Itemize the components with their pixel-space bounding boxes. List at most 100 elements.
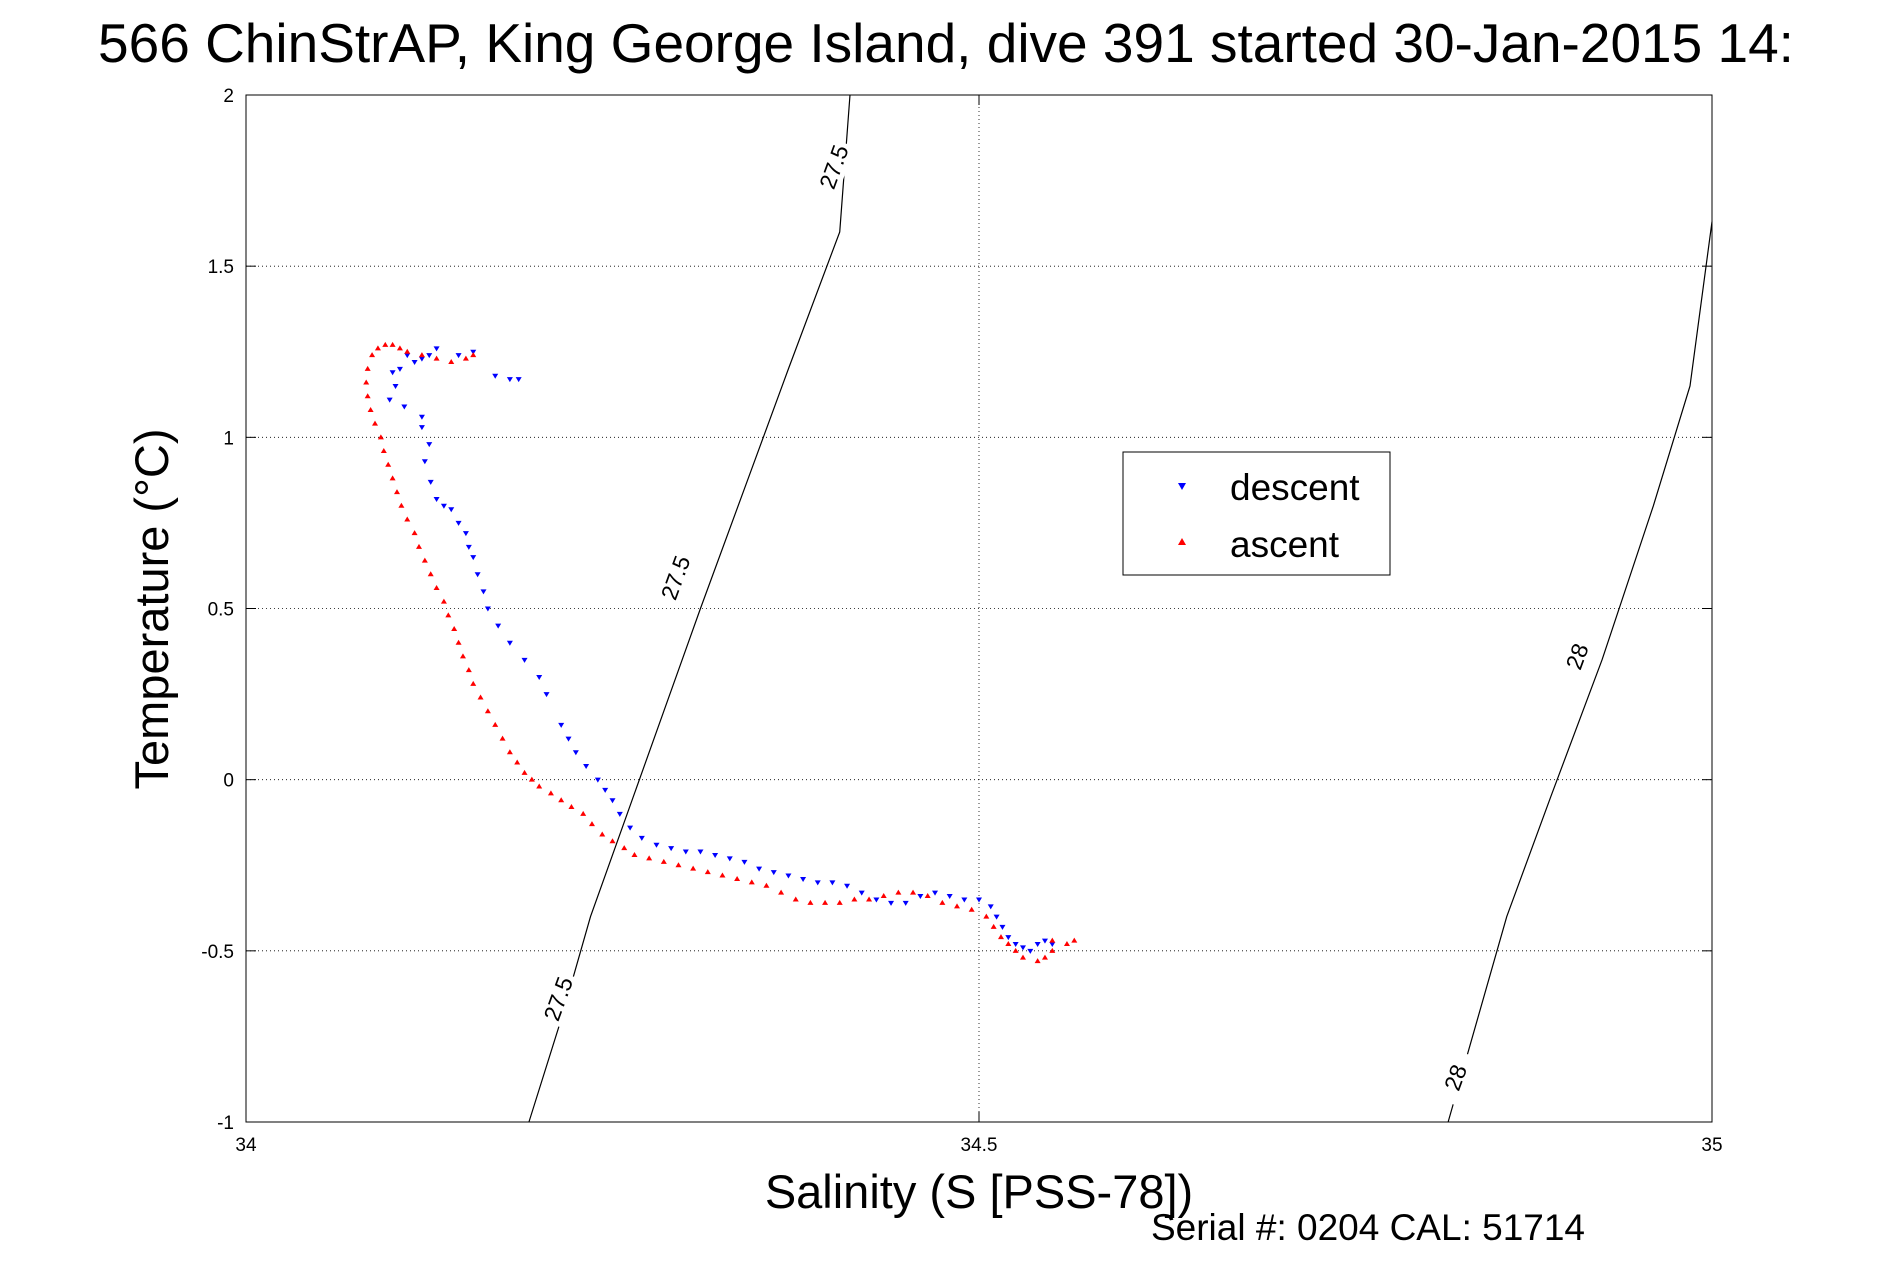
descent-point [389, 370, 396, 376]
descent-point [455, 353, 462, 359]
legend-descent-label: descent [1230, 467, 1360, 508]
ascent-point [404, 348, 411, 354]
ascent-point [609, 838, 616, 844]
ascent-point [411, 530, 418, 536]
descent-point [506, 640, 513, 646]
descent-point [697, 849, 704, 855]
descent-point [392, 383, 399, 389]
ascent-point [568, 804, 575, 810]
ascent-point [939, 899, 946, 905]
descent-point [426, 353, 433, 359]
ascent-point [374, 345, 381, 351]
descent-point [411, 360, 418, 366]
descent-point [418, 414, 425, 420]
ascent-point [763, 882, 770, 888]
ascent-point [499, 735, 506, 741]
ascent-point [377, 434, 384, 440]
descent-point [474, 572, 481, 578]
descent-point [993, 914, 1000, 920]
descent-point [946, 894, 953, 900]
density-contour-line [1447, 221, 1713, 1123]
ascent-point [880, 893, 887, 899]
x-tick-label: 34 [235, 1135, 257, 1156]
y-tick-label: 1.5 [208, 257, 234, 278]
descent-point [829, 880, 836, 886]
ascent-point [580, 810, 587, 816]
ascent-point [968, 906, 975, 912]
descent-point [917, 894, 924, 900]
ascent-point [954, 903, 961, 909]
ascent-point [660, 858, 667, 864]
descent-point [1027, 948, 1034, 954]
descent-point [572, 750, 579, 756]
descent-point [404, 353, 411, 359]
descent-point [558, 722, 565, 728]
descent-point [1049, 941, 1056, 947]
ascent-point [418, 352, 425, 358]
contour-label-background [1556, 627, 1599, 686]
ascent-point [1005, 940, 1012, 946]
ascent-point [924, 893, 931, 899]
contour-label-background [1434, 1048, 1477, 1107]
descent-point [515, 377, 522, 383]
chart-title: 566 ChinStrAP, King George Island, dive … [98, 12, 1794, 74]
density-contour-line [528, 94, 851, 1123]
descent-point [426, 442, 433, 448]
ascent-point [372, 420, 379, 426]
descent-point [976, 897, 982, 903]
ascent-point [690, 865, 697, 871]
descent-point [961, 897, 968, 903]
ascent-point [704, 869, 711, 875]
ascent-point [1012, 947, 1019, 953]
ascent-point [506, 749, 513, 755]
ascent-point [558, 797, 565, 803]
descent-point [668, 846, 675, 852]
descent-point [583, 763, 590, 769]
y-axis-label: Temperature (°C) [125, 429, 178, 790]
descent-point [741, 859, 748, 865]
contour-label-background [812, 138, 855, 196]
legend-descent-marker [1178, 483, 1186, 490]
descent-point [756, 866, 763, 872]
descent-point [844, 883, 851, 889]
descent-point [999, 924, 1006, 930]
ascent-point [1071, 937, 1078, 943]
ascent-point [836, 899, 843, 905]
ascent-point [1034, 958, 1041, 964]
legend: descent ascent [1122, 451, 1391, 576]
y-tick-label: -1 [217, 1113, 234, 1134]
descent-point [873, 897, 880, 903]
ascent-point [1019, 954, 1026, 960]
descent-point [609, 798, 616, 804]
ascent-point [465, 667, 472, 673]
grid-lines [246, 95, 1712, 1122]
ascent-point [521, 769, 528, 775]
x-axis-ticks: 34 34.5 35 [235, 95, 1723, 1156]
ascent-point [514, 759, 521, 765]
ascent-point [866, 896, 873, 902]
descent-point [594, 777, 601, 783]
ascent-point [448, 359, 455, 365]
ascent-point [910, 889, 917, 895]
ascent-point [398, 502, 405, 508]
ascent-point [396, 345, 403, 351]
descent-point [433, 346, 440, 352]
ascent-point [822, 899, 829, 905]
ascent-point [477, 694, 484, 700]
ascent-point [369, 352, 376, 358]
x-axis-label: Salinity (S [PSS-78]) [765, 1165, 1193, 1218]
ascent-point [364, 393, 371, 399]
descent-point [386, 397, 393, 403]
descent-point [814, 880, 821, 886]
x-tick-label: 35 [1701, 1135, 1722, 1156]
descent-point [462, 531, 469, 537]
descent-point [987, 904, 994, 910]
descent-point [1005, 935, 1012, 941]
ascent-point [470, 352, 477, 358]
contour-label-background [654, 548, 697, 607]
data-points [363, 341, 1078, 964]
descent-point [448, 507, 455, 513]
ascent-point [393, 489, 400, 495]
ascent-point [427, 571, 434, 577]
ascent-point [997, 934, 1004, 940]
